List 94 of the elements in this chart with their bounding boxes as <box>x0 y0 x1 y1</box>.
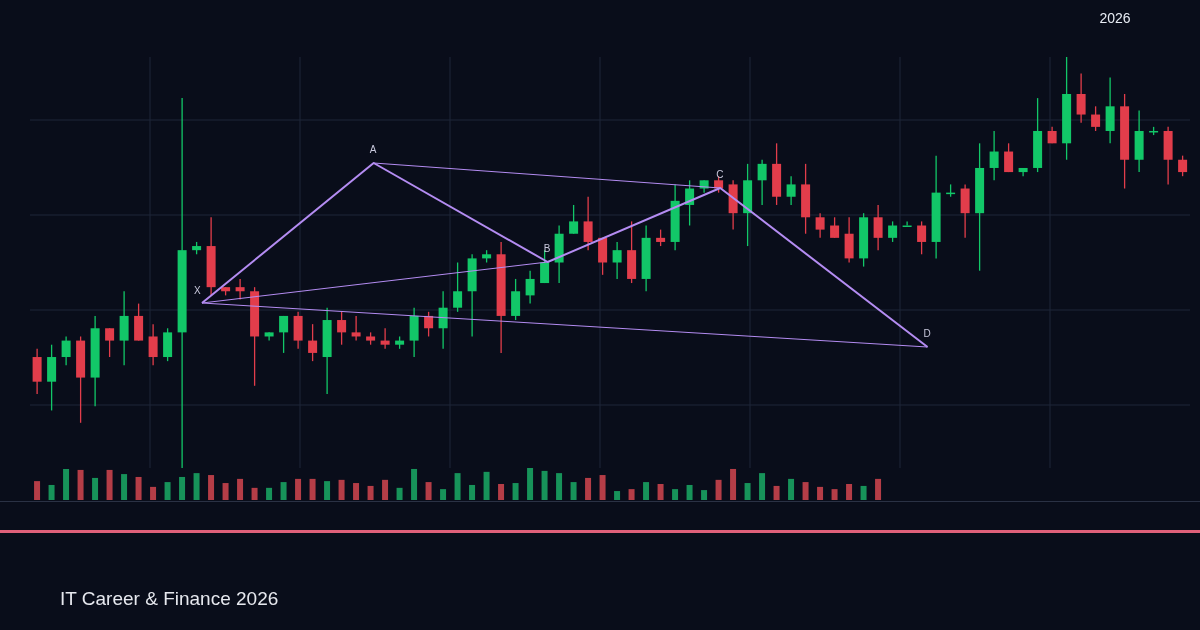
candlestick <box>815 212 825 239</box>
candlestick <box>757 159 767 206</box>
candlestick <box>989 130 999 181</box>
annotation: B <box>543 243 551 254</box>
candlestick <box>1091 105 1101 132</box>
candlestick <box>1178 154 1188 177</box>
bar <box>367 485 374 500</box>
bar <box>657 484 664 500</box>
bar <box>396 487 403 500</box>
candlestick <box>264 331 274 342</box>
bar <box>773 485 780 500</box>
bar <box>817 486 824 500</box>
candlestick <box>453 261 463 313</box>
bar <box>280 482 287 500</box>
bar <box>454 473 461 500</box>
bar <box>164 482 171 500</box>
bar <box>251 487 258 500</box>
bar <box>643 482 650 500</box>
bar <box>585 477 592 500</box>
bar <box>701 490 708 500</box>
candlestick <box>351 315 361 342</box>
bar <box>48 484 55 500</box>
candlestick <box>1076 72 1086 124</box>
bar <box>846 484 853 500</box>
candlestick <box>830 216 840 239</box>
bar <box>338 479 345 500</box>
text: IT Career & Finance 2026 <box>60 588 279 610</box>
bar <box>788 478 795 500</box>
candlestick <box>888 220 898 243</box>
bar <box>106 469 113 500</box>
candlestick <box>525 270 535 305</box>
candlestick <box>583 196 593 251</box>
bar <box>353 483 360 500</box>
bar <box>440 489 447 500</box>
candlestick <box>786 175 796 206</box>
bar <box>527 468 534 500</box>
bar <box>686 484 693 500</box>
candlestick <box>438 290 448 350</box>
annotation: X <box>193 285 201 296</box>
bar <box>614 491 621 500</box>
candlestick <box>279 315 289 354</box>
bar <box>802 482 809 500</box>
bar <box>541 470 548 500</box>
bar <box>860 485 867 500</box>
bar <box>512 483 519 500</box>
text: 2026 <box>1098 10 1132 26</box>
bar <box>599 475 606 500</box>
candlestick <box>569 204 579 235</box>
bar <box>556 473 563 500</box>
bar <box>193 473 200 500</box>
bar <box>570 482 577 500</box>
bar <box>237 478 244 500</box>
bar <box>483 471 490 500</box>
bar <box>121 474 128 500</box>
bar <box>469 484 476 500</box>
bar <box>324 481 331 500</box>
candlestick <box>148 323 158 366</box>
candlestick <box>308 323 318 362</box>
bar <box>730 468 737 500</box>
bar <box>831 489 838 500</box>
bar <box>179 476 186 500</box>
bar <box>628 489 635 500</box>
bar <box>222 483 229 500</box>
annotation: A <box>369 144 377 155</box>
candlestick <box>612 241 622 280</box>
candlestick <box>1004 142 1014 173</box>
bar <box>295 478 302 500</box>
annotation: C <box>716 169 724 180</box>
bar <box>382 479 389 500</box>
bar <box>208 475 215 500</box>
bar <box>875 478 882 500</box>
bar <box>425 482 432 500</box>
bar <box>150 486 157 500</box>
bar <box>77 469 84 500</box>
bar <box>498 484 505 500</box>
bar <box>63 468 70 500</box>
candlestick <box>61 335 71 366</box>
candlestick <box>380 327 390 350</box>
bar <box>672 489 679 500</box>
bar <box>309 478 316 500</box>
bar <box>92 477 99 500</box>
bar <box>744 483 751 500</box>
candlestick <box>235 278 245 301</box>
bar <box>266 487 273 500</box>
annotation: D <box>923 328 931 339</box>
bar <box>34 481 41 500</box>
bar <box>411 468 418 500</box>
candlestick <box>917 220 927 255</box>
candlestick <box>105 327 115 358</box>
candlestick <box>873 204 883 251</box>
bar <box>759 473 766 500</box>
candlestick <box>337 311 347 346</box>
bar <box>715 479 722 500</box>
bar <box>135 476 142 500</box>
